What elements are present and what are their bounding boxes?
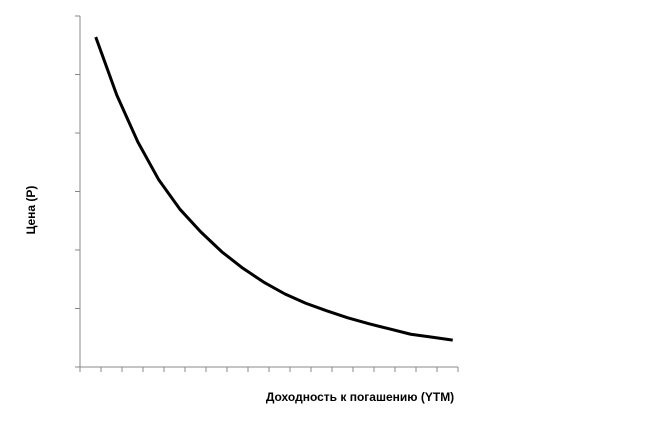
y-axis-label: Цена (P) [24,186,38,235]
x-axis-label: Доходность к погашению (YTM) [266,390,454,404]
price-curve [94,36,453,342]
